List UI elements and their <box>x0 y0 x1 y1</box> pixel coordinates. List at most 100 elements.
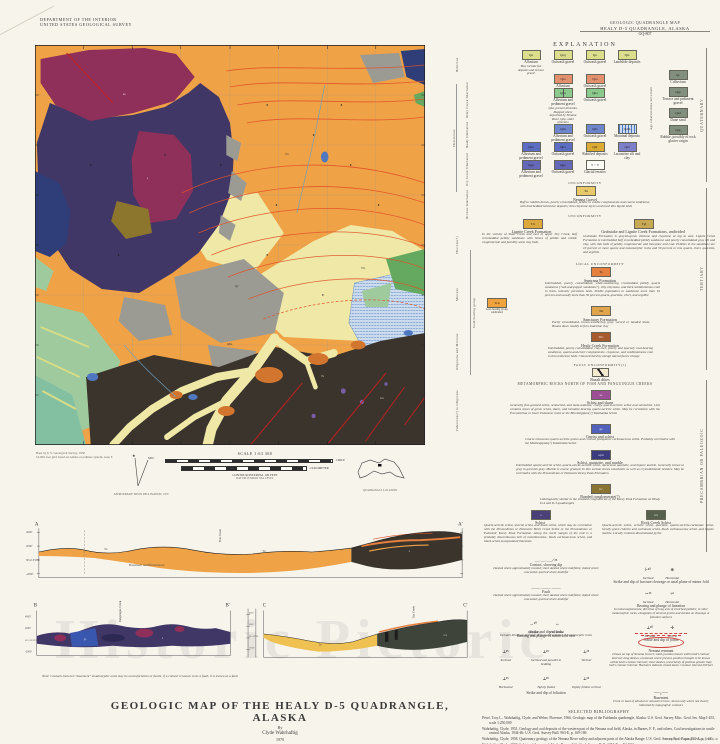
svg-text:Fish Creek: Fish Creek <box>218 529 222 542</box>
thc-label: Healy Creek Formation <box>581 343 619 348</box>
symbol-nenana-remnant: Nenana remnant Drawn on top of Nenana Gr… <box>608 632 714 668</box>
legend-swatch <box>585 160 605 170</box>
svg-text:C′: C′ <box>463 604 467 609</box>
legend-unit: Qrg Rubble, possibly of rock glacier ori… <box>658 124 698 144</box>
svg-text:Basement undifferentiated: Basement undifferentiated <box>129 563 165 567</box>
legend-swatch: Qda <box>553 124 573 134</box>
teal-corner <box>35 375 87 445</box>
legend-unit: Qbr Rubified deposits <box>579 142 611 161</box>
coal-bearing-patches <box>169 340 366 416</box>
scale-bar-km <box>181 466 308 471</box>
age-healy: Healy Glaciation <box>465 121 469 149</box>
ss-unit: ss <box>591 390 611 400</box>
gray-fingers <box>218 135 247 241</box>
symbol-fold-axis: →²⁰ Inclined ↔ Horizontal Bearing and pl… <box>517 621 575 638</box>
schist-desc: Quartz-sericite schist, sericite schist,… <box>484 523 592 543</box>
schist-mass <box>86 333 426 445</box>
gs-desc: Coarse micaceous quartz-sericite gneiss … <box>525 437 675 445</box>
base-credit-line2: 10,000-foot grid based on Alaska coordin… <box>36 454 113 459</box>
age-riley-creek: Riley Creek Glaciation <box>465 82 469 118</box>
map-title: GEOLOGIC MAP OF THE HEALY D-5 QUADRANGLE… <box>110 700 450 724</box>
valley-alluvium <box>109 333 338 451</box>
fault-unconformity: FAULT UNCONFORMITY(?) <box>573 363 627 367</box>
gs-swatch: gs <box>591 424 611 434</box>
author: Clyde Wahrhaftig <box>262 730 298 736</box>
thc-swatch: Thc <box>591 332 611 342</box>
dike-icon <box>592 368 609 377</box>
legend-unit: Qdm Morainal deposits <box>611 124 643 143</box>
legend-unit: Glacial erratics <box>579 160 611 179</box>
ne-gray-patch <box>360 53 405 83</box>
gs-unit: gs <box>591 424 611 434</box>
bc-swatch: bc <box>591 484 611 494</box>
edge-ticks <box>35 45 425 445</box>
cleavage-inclined-icon: ⊦⁴⁰ <box>645 567 652 572</box>
legend-swatch: Qls <box>617 50 637 60</box>
legend-unit: Qls Landslide deposits <box>611 50 643 76</box>
strike-dip-item: ⟂³⁵ Vertical <box>581 648 592 662</box>
legend-swatch: Qho <box>585 88 605 98</box>
map-unit-code: Ts <box>321 374 324 378</box>
bc-label: Banded conglomerate(?) <box>580 494 620 499</box>
legend-swatch: Qo <box>585 50 605 60</box>
sqm-desc: Interbedded quartz-sericite schist, quar… <box>516 463 684 475</box>
cross-section-a: A A′ 4000' 2000' SEA LEVEL -2000' Fish C… <box>25 516 475 590</box>
legend-unit: Qga Alluvium and pediment gravel <box>515 160 547 179</box>
location-inset: QUADRANGLE LOCATION <box>352 452 408 492</box>
sqm-label: Schist, quartzite, and marble <box>577 460 623 465</box>
tgl-swatch: Tgl <box>634 219 654 229</box>
green-sliver <box>35 257 54 291</box>
rcs-swatch: rcs <box>646 510 666 520</box>
legend-swatch: Qc <box>668 70 688 80</box>
strike-dip-icon: ⟂³⁵ <box>583 648 590 654</box>
tcu-swatch: Tcu <box>487 298 507 308</box>
ts-desc: Interbedded, poorly consolidated, white-… <box>545 281 660 297</box>
strike-dip-icon: ⟂³⁵ <box>583 675 590 681</box>
legend-row-2: Qra Alluvium Qro Outwash gravel <box>547 74 611 89</box>
joint-vertical-icon: ✛ <box>670 625 675 630</box>
miles-label: 1 MILE <box>335 458 345 463</box>
strike-dip-icon: ⟂³⁵ <box>502 675 509 681</box>
sqm-unit: sqm <box>591 450 611 460</box>
strike-dip-icon: ⟂³⁵ <box>543 648 549 654</box>
legend-unit: Qba Alluvium and pediment gravel <box>515 142 547 161</box>
lineation-horizontal-icon: ⇌ <box>670 591 675 596</box>
unconformity-2: UNCONFORMITY <box>568 214 602 218</box>
tlc-swatch: Tlc <box>523 219 543 229</box>
map-unit-code: Qc <box>235 284 239 288</box>
alaska-outline-svg <box>357 458 405 479</box>
streams <box>123 84 326 398</box>
legend-swatch: Qog <box>553 50 573 60</box>
publication-year: 1970 <box>276 736 284 742</box>
era-quaternary: QUATERNARY <box>700 48 707 182</box>
tlc-desc: In the vicinity of Slate Creek and east … <box>482 232 577 244</box>
map-unit-code: Qha <box>227 342 233 346</box>
svg-text:gs: gs <box>84 637 87 641</box>
legend-swatch: Qgo <box>553 160 573 170</box>
sections-note: Note: Contacts between "basement" metamo… <box>42 674 238 678</box>
bc-unit: bc <box>591 484 611 494</box>
declination-svg: ★ MN <box>132 453 154 487</box>
declination-caption: APPROXIMATE MEAN DECLINATION, 1970 <box>113 493 169 496</box>
bibliography-entry: Wahrhaftig, Clyde, 1951, Geology and coa… <box>482 726 716 736</box>
byline: By <box>277 725 283 730</box>
svg-text:4000': 4000' <box>26 530 33 534</box>
tcu-unit: Tcu Coal-bearing group, undivided <box>482 298 512 314</box>
basalt-label: Basalt dikes <box>590 377 610 382</box>
schist-swatch: s <box>531 510 551 520</box>
beds-symbol-grid: ⟂³⁵ Inclined ⟂³⁵ Inclined and parallel t… <box>486 640 606 689</box>
contact-line-icon: —·—·—⟋²⁵ <box>534 558 558 563</box>
legend-swatch: Qbr <box>585 142 605 152</box>
unconformity-1: UNCONFORMITY <box>568 181 602 185</box>
symbol-contact: —·—·—⟋²⁵ Contact, showing dip Dashed whe… <box>493 558 599 574</box>
schist-label: Schist <box>535 520 545 525</box>
age-paleocene: Paleocene(?) to Oligocene <box>455 389 459 431</box>
gs-label: Gneiss and schist <box>586 434 614 439</box>
scale-block: SCALE 1:63 360 1 MILE 1 KILOMETER CONTOU… <box>165 451 345 481</box>
map-unit-code: ss <box>123 92 126 96</box>
ss-swatch: ss <box>591 390 611 400</box>
age-holocene: Holocene <box>455 57 459 73</box>
legend-swatch: Qga <box>521 160 541 170</box>
bibliography-entry: Péwé, Troy L., Wahrhaftig, Clyde, and We… <box>482 716 715 725</box>
